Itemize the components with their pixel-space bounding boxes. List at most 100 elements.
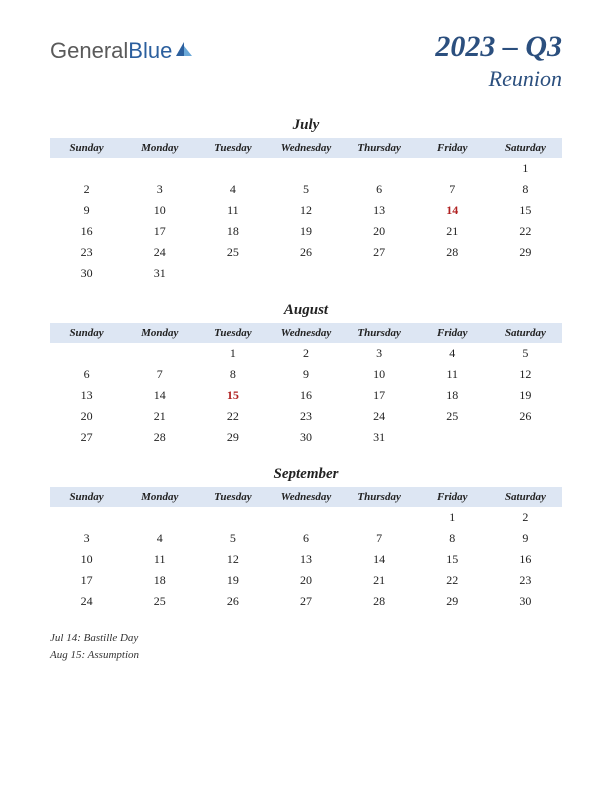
calendar-cell: 8 bbox=[416, 528, 489, 549]
day-header: Saturday bbox=[489, 487, 562, 507]
day-header: Saturday bbox=[489, 323, 562, 343]
day-header: Tuesday bbox=[196, 323, 269, 343]
calendar-cell: 4 bbox=[196, 179, 269, 200]
day-header: Friday bbox=[416, 323, 489, 343]
calendar-cell: 18 bbox=[196, 221, 269, 242]
calendar-row: 23242526272829 bbox=[50, 242, 562, 263]
calendar-cell: 19 bbox=[196, 570, 269, 591]
calendar-cell: 26 bbox=[269, 242, 342, 263]
day-header: Friday bbox=[416, 487, 489, 507]
calendar-cell: 24 bbox=[123, 242, 196, 263]
calendar-cell: 23 bbox=[489, 570, 562, 591]
calendar-cell: 3 bbox=[50, 528, 123, 549]
month-block: AugustSundayMondayTuesdayWednesdayThursd… bbox=[50, 302, 562, 448]
calendar-row: 16171819202122 bbox=[50, 221, 562, 242]
calendar-cell: 9 bbox=[50, 200, 123, 221]
calendar-cell: 14 bbox=[343, 549, 416, 570]
calendar-row: 2728293031 bbox=[50, 427, 562, 448]
calendar-cell: 7 bbox=[123, 364, 196, 385]
day-header: Thursday bbox=[343, 323, 416, 343]
calendar-cell bbox=[416, 427, 489, 448]
calendar-cell: 27 bbox=[269, 591, 342, 612]
calendar-cell bbox=[123, 507, 196, 528]
calendar-cell bbox=[50, 158, 123, 179]
calendar-cell: 14 bbox=[123, 385, 196, 406]
day-header: Tuesday bbox=[196, 138, 269, 158]
calendar-cell: 17 bbox=[123, 221, 196, 242]
calendar-cell bbox=[196, 263, 269, 284]
calendar-cell bbox=[343, 507, 416, 528]
day-header: Wednesday bbox=[269, 487, 342, 507]
calendar-table: SundayMondayTuesdayWednesdayThursdayFrid… bbox=[50, 487, 562, 612]
calendar-cell: 8 bbox=[196, 364, 269, 385]
calendar-cell: 4 bbox=[123, 528, 196, 549]
day-header: Sunday bbox=[50, 138, 123, 158]
calendar-cell: 20 bbox=[269, 570, 342, 591]
calendar-cell: 20 bbox=[50, 406, 123, 427]
calendar-cell bbox=[416, 263, 489, 284]
logo-icon bbox=[174, 38, 194, 64]
calendar-cell: 3 bbox=[123, 179, 196, 200]
calendar-cell bbox=[489, 263, 562, 284]
calendar-cell: 1 bbox=[489, 158, 562, 179]
logo: GeneralBlue bbox=[50, 38, 194, 64]
calendar-row: 2345678 bbox=[50, 179, 562, 200]
calendar-cell: 23 bbox=[269, 406, 342, 427]
calendar-cell: 1 bbox=[416, 507, 489, 528]
holiday-entry: Jul 14: Bastille Day bbox=[50, 630, 562, 647]
calendar-cell bbox=[416, 158, 489, 179]
holiday-entry: Aug 15: Assumption bbox=[50, 647, 562, 664]
calendar-cell: 2 bbox=[489, 507, 562, 528]
calendar-cell bbox=[269, 158, 342, 179]
month-name: July bbox=[50, 117, 562, 134]
calendar-cell: 17 bbox=[343, 385, 416, 406]
calendar-cell bbox=[489, 427, 562, 448]
day-header: Thursday bbox=[343, 138, 416, 158]
calendar-cell: 12 bbox=[489, 364, 562, 385]
calendar-cell: 13 bbox=[269, 549, 342, 570]
day-header: Sunday bbox=[50, 323, 123, 343]
calendar-cell: 16 bbox=[50, 221, 123, 242]
calendar-cell bbox=[343, 158, 416, 179]
calendar-cell: 27 bbox=[50, 427, 123, 448]
calendar-row: 1 bbox=[50, 158, 562, 179]
calendar-cell: 30 bbox=[489, 591, 562, 612]
calendar-cell: 14 bbox=[416, 200, 489, 221]
calendar-cell: 12 bbox=[196, 549, 269, 570]
calendar-cell: 20 bbox=[343, 221, 416, 242]
calendar-cell: 17 bbox=[50, 570, 123, 591]
calendar-row: 17181920212223 bbox=[50, 570, 562, 591]
month-block: September SundayMondayTuesdayWednesdayThu… bbox=[50, 466, 562, 612]
day-header: Monday bbox=[123, 487, 196, 507]
calendar-row: 3456789 bbox=[50, 528, 562, 549]
calendar-cell: 6 bbox=[50, 364, 123, 385]
calendar-cell: 2 bbox=[50, 179, 123, 200]
calendar-cell: 30 bbox=[50, 263, 123, 284]
calendar-cell: 9 bbox=[489, 528, 562, 549]
day-header: Thursday bbox=[343, 487, 416, 507]
month-name: September bbox=[50, 466, 562, 483]
page-title: 2023 – Q3 bbox=[435, 30, 562, 64]
calendar-cell: 6 bbox=[269, 528, 342, 549]
calendar-cell: 4 bbox=[416, 343, 489, 364]
calendar-cell: 10 bbox=[50, 549, 123, 570]
calendar-cell: 28 bbox=[123, 427, 196, 448]
calendar-cell: 29 bbox=[416, 591, 489, 612]
calendar-cell: 21 bbox=[123, 406, 196, 427]
page: GeneralBlue 2023 – Q3 Reunion July Sunday… bbox=[0, 0, 612, 693]
calendar-cell: 30 bbox=[269, 427, 342, 448]
calendar-cell bbox=[269, 263, 342, 284]
calendar-row: 10111213141516 bbox=[50, 549, 562, 570]
page-subtitle: Reunion bbox=[435, 66, 562, 92]
month-block: JulySundayMondayTuesdayWednesdayThursday… bbox=[50, 117, 562, 284]
calendar-cell bbox=[123, 343, 196, 364]
calendar-cell bbox=[196, 158, 269, 179]
calendar-cell: 29 bbox=[196, 427, 269, 448]
calendar-row: 13141516171819 bbox=[50, 385, 562, 406]
calendar-cell: 31 bbox=[343, 427, 416, 448]
calendar-cell: 18 bbox=[416, 385, 489, 406]
calendar-cell: 5 bbox=[196, 528, 269, 549]
calendar-row: 3031 bbox=[50, 263, 562, 284]
calendar-cell: 7 bbox=[416, 179, 489, 200]
day-header: Tuesday bbox=[196, 487, 269, 507]
